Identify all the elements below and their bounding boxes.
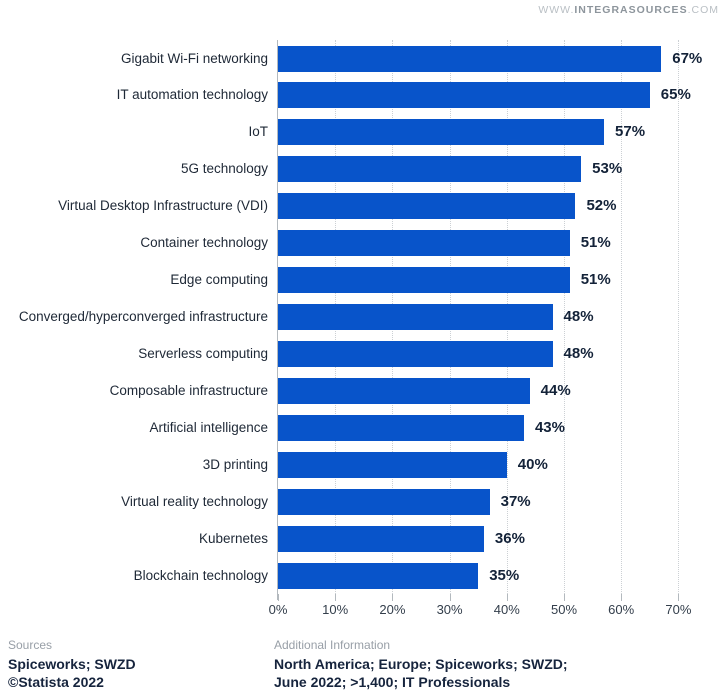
x-tick-label-0: 0% xyxy=(268,602,288,617)
x-tick-label-70: 70% xyxy=(665,602,692,617)
bar xyxy=(278,267,570,294)
sources-line2: ©Statista 2022 xyxy=(8,674,104,690)
category-label: Virtual Desktop Infrastructure (VDI) xyxy=(58,198,268,214)
watermark-brand: INTEGRASOURCES xyxy=(574,4,688,16)
value-label: 67% xyxy=(672,49,703,67)
additional-info-label: Additional Information xyxy=(274,638,391,652)
x-tick-50 xyxy=(564,594,565,601)
value-label: 48% xyxy=(563,344,594,362)
category-label: Artificial intelligence xyxy=(149,419,268,435)
value-label: 51% xyxy=(580,271,611,289)
gridline-60 xyxy=(621,40,623,594)
bar xyxy=(278,156,582,183)
bar xyxy=(278,193,576,220)
category-label: 3D printing xyxy=(202,456,268,472)
value-label: 48% xyxy=(563,308,594,325)
category-label: 5G technology xyxy=(180,161,268,177)
x-tick-label-20: 20% xyxy=(379,602,406,617)
value-label: 65% xyxy=(660,86,691,104)
gridline-50 xyxy=(564,40,565,594)
x-tick-label-30: 30% xyxy=(436,602,463,617)
x-tick-label-10: 10% xyxy=(322,602,349,617)
bar xyxy=(278,304,553,330)
category-label: Gigabit Wi-Fi networking xyxy=(120,50,268,66)
value-label: 36% xyxy=(494,529,525,547)
bar xyxy=(278,525,484,552)
value-label: 57% xyxy=(615,123,646,141)
sources-line1: Spiceworks; SWZD xyxy=(8,656,136,672)
watermark-suffix: .COM xyxy=(687,4,719,16)
additional-info-line1: North America; Europe; Spiceworks; SWZD; xyxy=(274,656,568,672)
x-tick-label-60: 60% xyxy=(608,602,635,617)
value-label: 40% xyxy=(517,455,548,473)
category-label: IT automation technology xyxy=(116,87,268,103)
category-label: Kubernetes xyxy=(198,530,268,546)
category-label: Virtual reality technology xyxy=(121,493,268,509)
category-label: Serverless computing xyxy=(138,345,268,361)
x-tick-label-40: 40% xyxy=(493,602,520,617)
bar xyxy=(278,488,490,515)
watermark-prefix: WWW. xyxy=(538,4,575,16)
x-tick-0 xyxy=(278,594,279,601)
category-label: IoT xyxy=(248,124,268,140)
category-label: Converged/hyperconverged infrastructure xyxy=(18,309,268,324)
x-tick-label-50: 50% xyxy=(550,602,578,617)
bar xyxy=(278,82,650,109)
bar xyxy=(278,45,662,72)
category-label: Container technology xyxy=(140,235,268,251)
value-label: 51% xyxy=(580,234,611,252)
y-axis-line xyxy=(277,40,278,600)
site-watermark: WWW.INTEGRASOURCES.COM xyxy=(538,4,719,16)
bar xyxy=(278,119,605,146)
x-tick-10 xyxy=(335,594,337,601)
footer-additional-info: Additional Information North America; Eu… xyxy=(274,638,568,690)
category-label: Edge computing xyxy=(170,272,268,288)
value-label: 53% xyxy=(592,160,623,178)
bar xyxy=(278,340,553,367)
value-label: 44% xyxy=(540,381,571,399)
gridline-70 xyxy=(678,40,680,594)
value-label: 43% xyxy=(534,418,565,436)
bar xyxy=(278,377,530,404)
x-tick-30 xyxy=(449,594,451,601)
bar xyxy=(278,562,479,589)
x-tick-70 xyxy=(678,594,680,601)
category-label: Blockchain technology xyxy=(133,567,268,583)
x-tick-40 xyxy=(506,594,508,601)
category-label: Composable infrastructure xyxy=(109,382,268,398)
value-label: 35% xyxy=(489,566,520,584)
value-label: 52% xyxy=(586,197,617,215)
bar xyxy=(278,451,507,478)
bar xyxy=(278,414,524,441)
bar xyxy=(278,230,570,257)
value-label: 37% xyxy=(500,492,531,510)
x-tick-20 xyxy=(392,594,394,601)
sources-label: Sources xyxy=(8,638,53,652)
x-tick-60 xyxy=(621,594,623,601)
additional-info-line2: June 2022; >1,400; IT Professionals xyxy=(274,674,511,690)
footer-sources: Sources Spiceworks; SWZD ©Statista 2022 xyxy=(8,638,136,690)
